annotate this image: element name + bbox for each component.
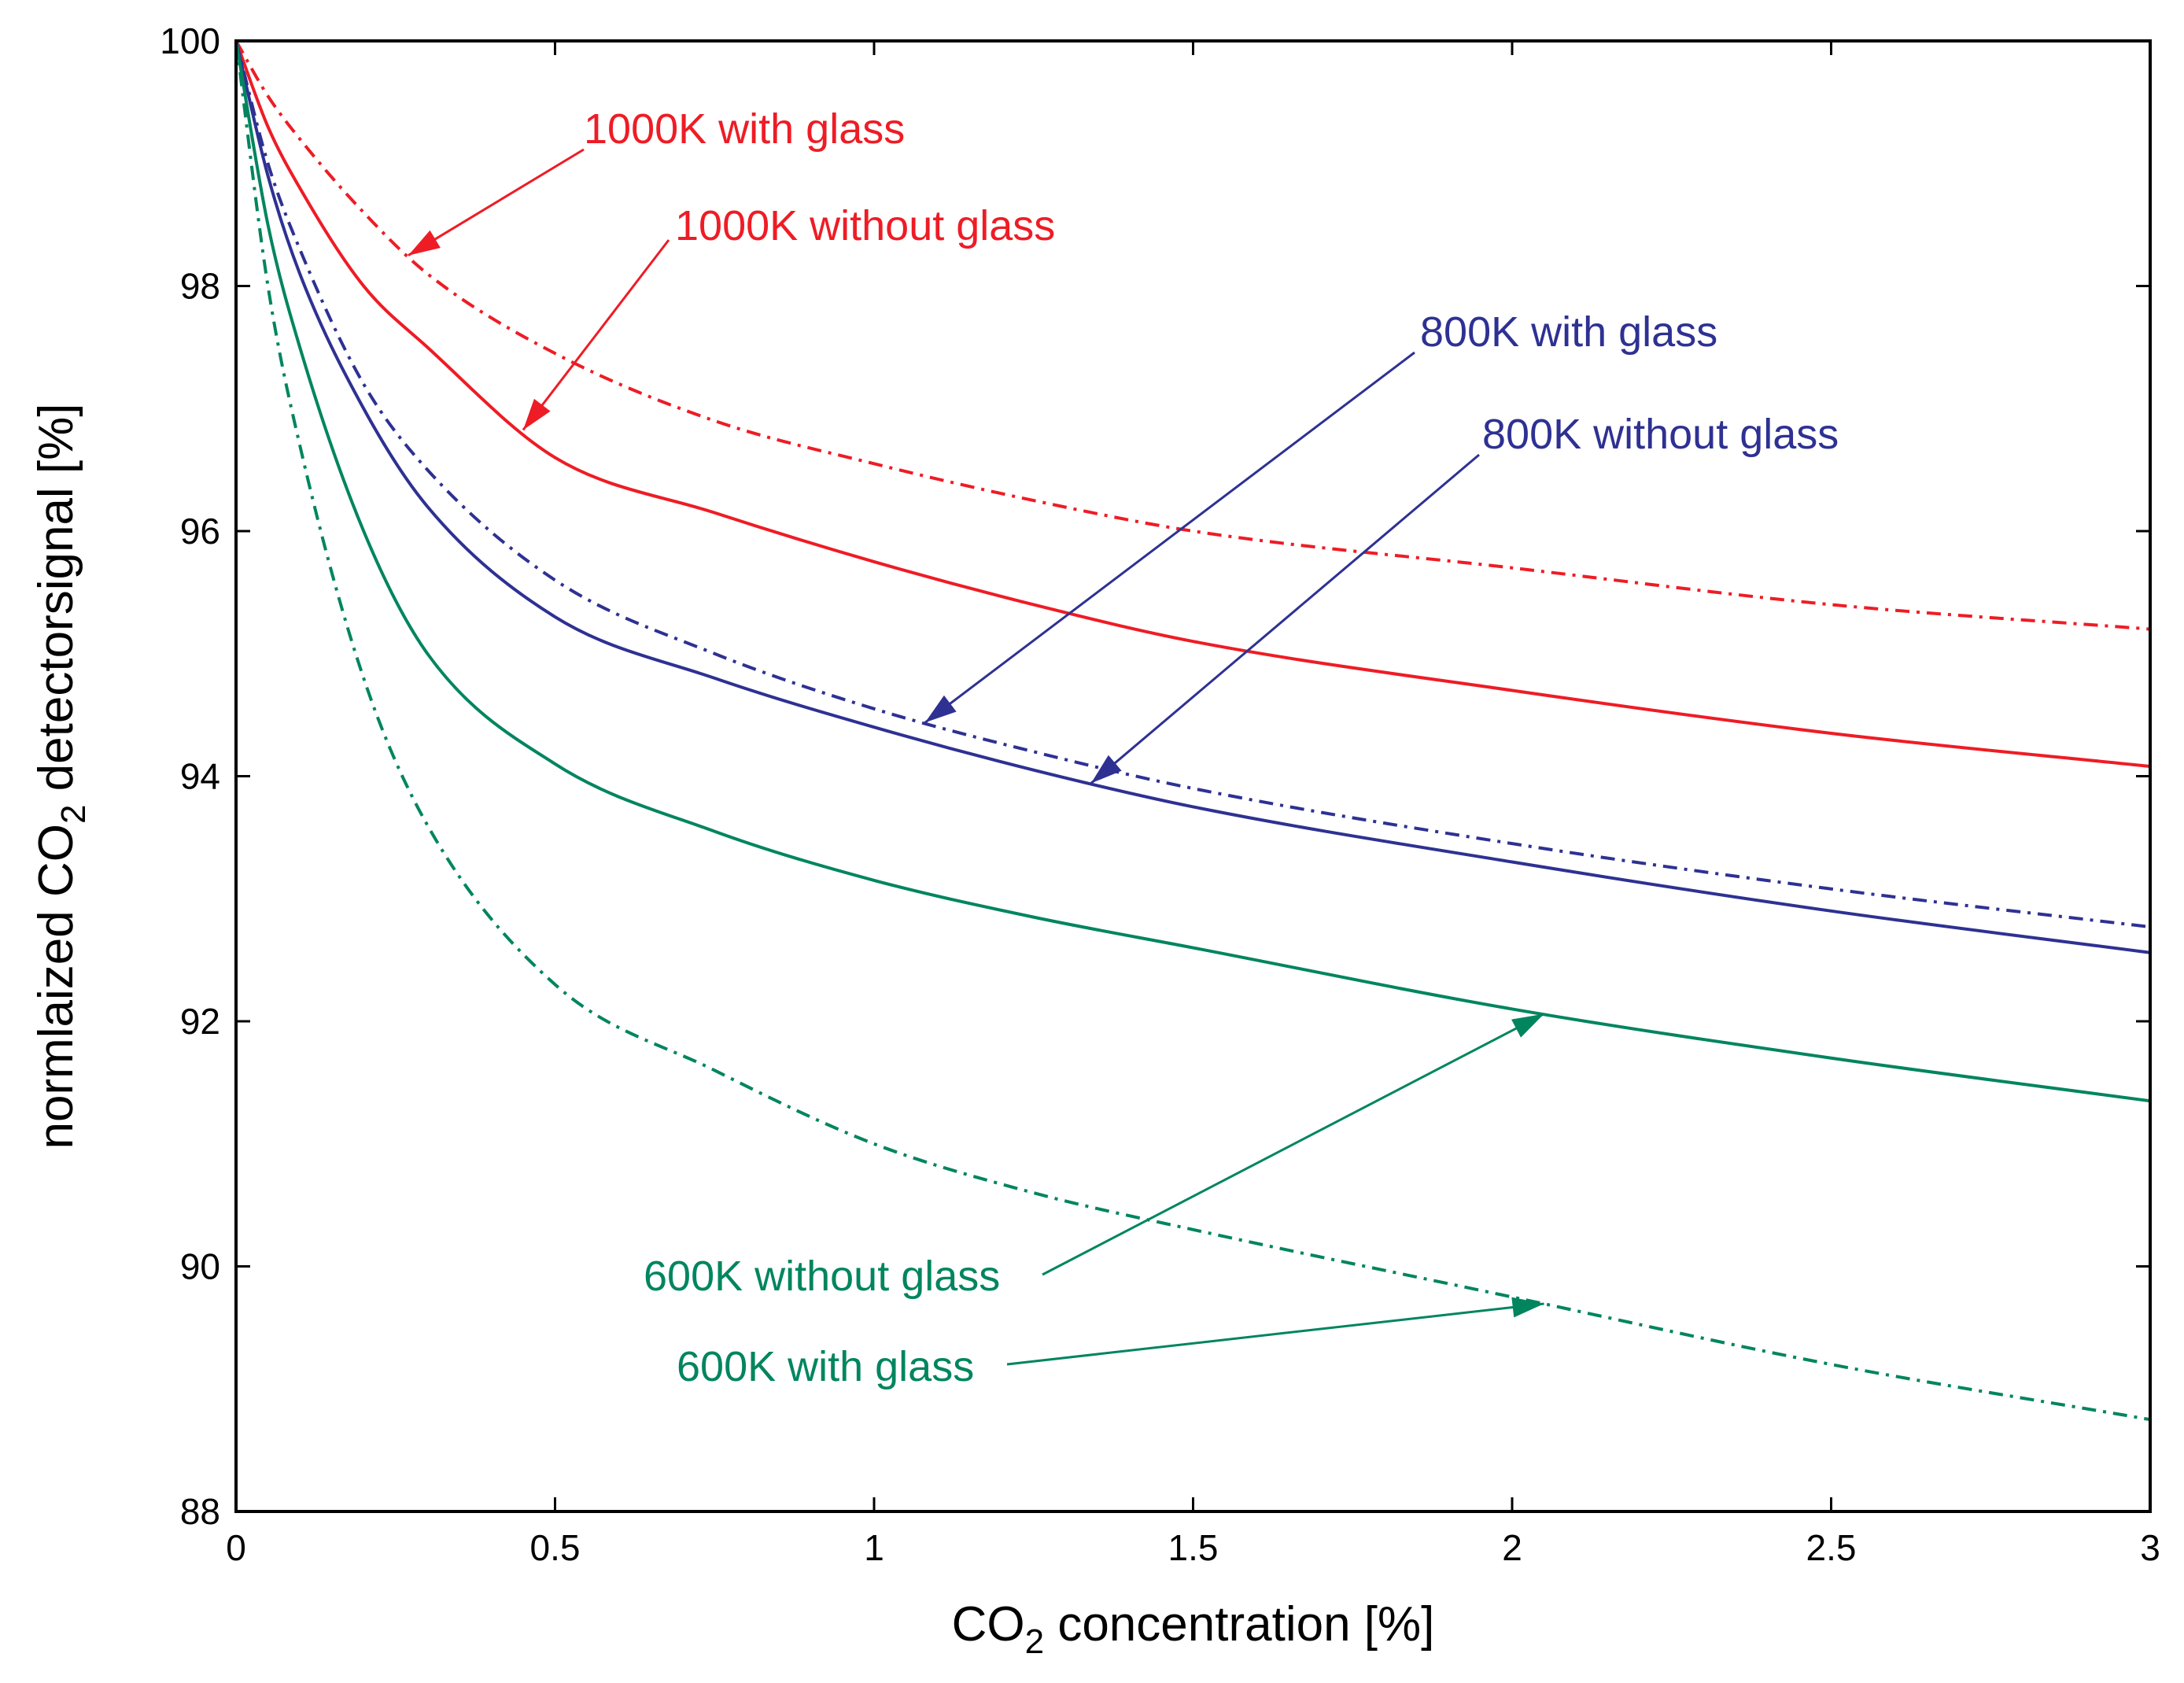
series-line-1000k-without-glass — [234, 40, 2151, 769]
series-line-1000k-with-glass — [234, 39, 2151, 631]
y-tick-label: 100 — [160, 20, 220, 61]
annotation-arrow-line — [924, 351, 1415, 724]
annotation-600k-without-glass: 600K without glass — [644, 1253, 1000, 1300]
annotation-1000k-with-glass: 1000K with glass — [584, 105, 905, 153]
series-line-800k-without-glass — [234, 40, 2151, 954]
x-tick-label: 2.5 — [1806, 1527, 1857, 1568]
series-line-800k-with-glass — [234, 40, 2151, 929]
x-tick-label: 1.5 — [1168, 1527, 1219, 1568]
y-axis-title: normlaized CO2 detectorsignal [%] — [29, 403, 93, 1149]
annotation-arrowhead — [1511, 1013, 1544, 1038]
series-layer — [234, 39, 2151, 1422]
y-tick-label: 90 — [180, 1246, 220, 1287]
y-tick-label: 98 — [180, 266, 220, 307]
x-axis-title: CO2 concentration [%] — [952, 1597, 1435, 1661]
annotation-600k-with-glass: 600K with glass — [677, 1343, 974, 1390]
annotation-arrowhead — [1090, 755, 1122, 784]
x-tick-label: 0.5 — [530, 1527, 581, 1568]
annotation-arrow-line — [1006, 1302, 1544, 1366]
y-tick-label: 94 — [180, 756, 220, 797]
series-line-600k-without-glass — [234, 40, 2151, 1103]
annotation-800k-without-glass: 800K without glass — [1482, 411, 1839, 458]
annotation-800k-with-glass: 800K with glass — [1420, 308, 1717, 356]
annotation-arrow-line — [1042, 1013, 1545, 1276]
y-tick-label: 96 — [180, 511, 220, 552]
annotation-arrow-line — [408, 148, 585, 257]
x-tick-label: 2 — [1502, 1527, 1522, 1568]
y-tick-label: 92 — [180, 1001, 220, 1042]
plot-frame — [234, 39, 2152, 1513]
x-tick-label: 0 — [226, 1527, 246, 1568]
annotation-arrowhead — [522, 398, 551, 430]
annotation-arrow-line — [522, 239, 670, 431]
annotation-1000k-without-glass: 1000K without glass — [675, 202, 1055, 249]
annotation-arrowhead — [924, 695, 957, 723]
annotation-arrow-line — [1090, 453, 1480, 784]
annotation-arrowhead — [408, 230, 441, 256]
series-line-600k-with-glass — [234, 40, 2151, 1422]
x-tick-label: 1 — [864, 1527, 884, 1568]
annotation-arrowhead — [1511, 1297, 1544, 1318]
axis-ticks: 0 0.5 1 1.5 2 2.5 3 88 90 92 94 96 98 100 — [160, 20, 2160, 1568]
annotation-arrows — [408, 148, 1545, 1366]
x-tick-label: 3 — [2140, 1527, 2160, 1568]
y-tick-label: 88 — [180, 1491, 220, 1532]
